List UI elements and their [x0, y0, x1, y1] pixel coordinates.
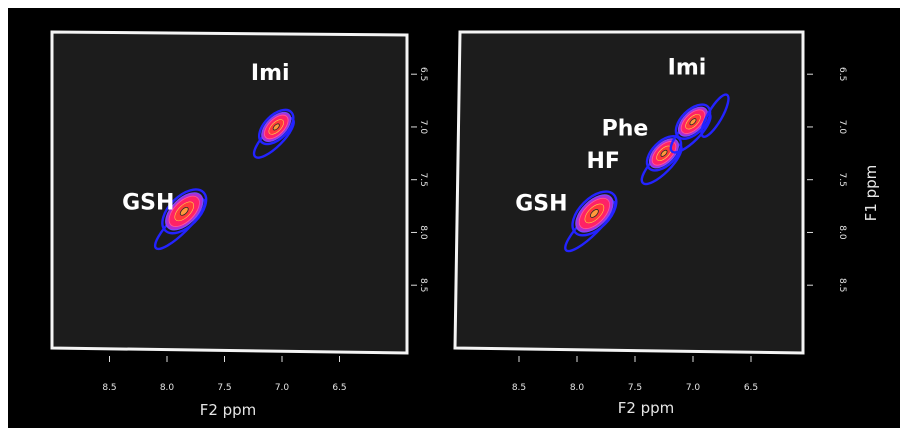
x-tick-label: 7.5	[217, 383, 231, 393]
y-tick-label: 6.5	[418, 67, 428, 81]
y-tick-label: 7.0	[837, 120, 847, 135]
x-tick-label: 6.5	[332, 383, 346, 393]
peak-label-imi: Imi	[668, 56, 707, 81]
nmr-figure-svg: 8.5 8.0 7.5 7.0 6.5 6.5 7.0 7.5 8.0 8.5 GSH Imi F…	[8, 8, 900, 428]
peak-label-imi: Imi	[251, 61, 290, 86]
y-tick-label: 6.5	[837, 67, 847, 81]
left-x-axis-label: F2 ppm	[200, 401, 257, 419]
peak-label-gsh: GSH	[515, 191, 567, 216]
y-tick-label: 7.0	[418, 120, 428, 135]
right-x-axis-label: F2 ppm	[618, 399, 675, 417]
left-x-ticks: 8.5 8.0 7.5 7.0 6.5	[102, 356, 346, 393]
x-tick-label: 7.0	[275, 383, 290, 393]
x-tick-label: 8.5	[512, 383, 526, 393]
right-y-axis-label: F1 ppm	[862, 165, 880, 222]
peak-label-gsh: GSH	[122, 190, 174, 215]
peak-label-phe: Phe	[602, 116, 649, 141]
x-tick-label: 6.5	[744, 383, 758, 393]
y-tick-label: 8.0	[837, 225, 847, 240]
nmr-figure: 8.5 8.0 7.5 7.0 6.5 6.5 7.0 7.5 8.0 8.5 GSH Imi F…	[8, 8, 900, 428]
y-tick-label: 8.5	[837, 278, 847, 292]
right-spectrum-panel: 8.5 8.0 7.5 7.0 6.5 6.5 7.0 7.5 8.0 8.5 GSH HF Phe…	[455, 32, 880, 417]
right-y-ticks: 6.5 7.0 7.5 8.0 8.5	[807, 67, 847, 292]
left-y-ticks: 6.5 7.0 7.5 8.0 8.5	[411, 67, 428, 292]
x-tick-label: 8.0	[570, 383, 585, 393]
left-spectrum-panel: 8.5 8.0 7.5 7.0 6.5 6.5 7.0 7.5 8.0 8.5 GSH Imi F…	[52, 32, 428, 419]
left-plot-area	[52, 32, 407, 353]
right-x-ticks: 8.5 8.0 7.5 7.0 6.5	[512, 356, 758, 393]
x-tick-label: 8.5	[102, 383, 116, 393]
y-tick-label: 8.5	[418, 278, 428, 292]
x-tick-label: 7.0	[686, 383, 701, 393]
x-tick-label: 7.5	[628, 383, 642, 393]
y-tick-label: 7.5	[418, 173, 428, 187]
peak-label-hf: HF	[586, 149, 619, 174]
y-tick-label: 8.0	[418, 225, 428, 240]
y-tick-label: 7.5	[837, 173, 847, 187]
right-plot-area	[455, 32, 803, 353]
x-tick-label: 8.0	[160, 383, 175, 393]
